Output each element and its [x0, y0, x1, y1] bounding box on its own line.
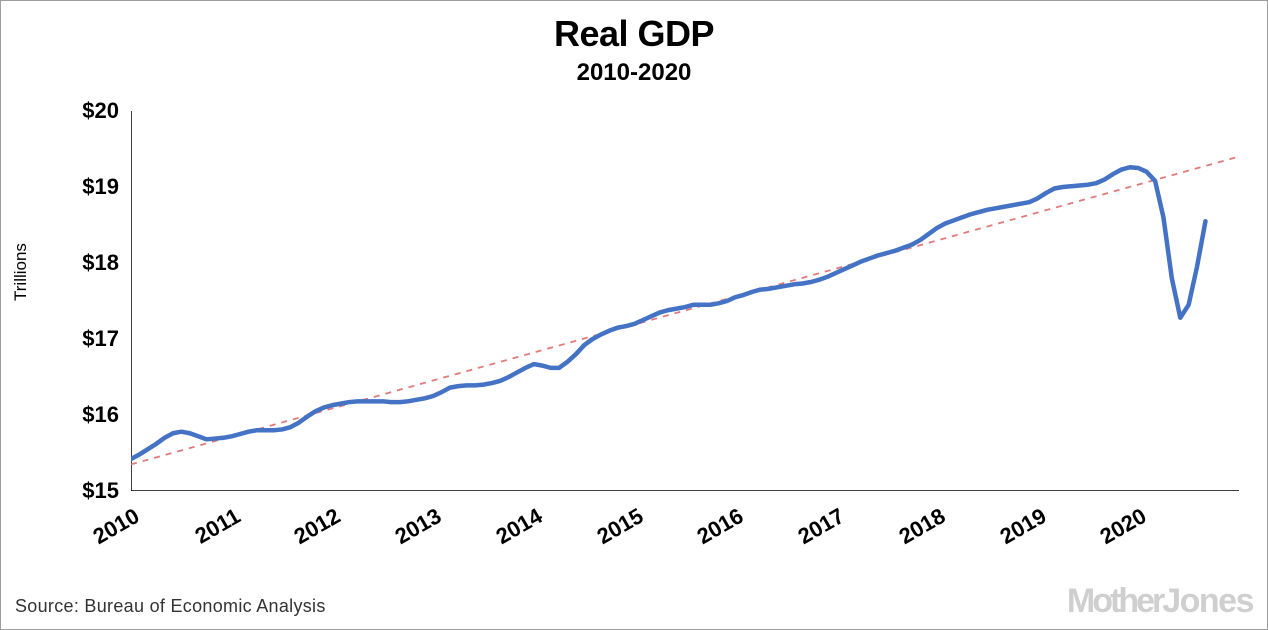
x-tick-label: 2018	[885, 503, 950, 556]
chart-title: Real GDP	[1, 13, 1267, 55]
x-tick-label: 2014	[482, 503, 547, 556]
x-tick-label: 2020	[1086, 503, 1151, 556]
y-tick-label: $20	[82, 98, 119, 124]
y-tick-label: $17	[82, 326, 119, 352]
y-tick-label: $15	[82, 478, 119, 504]
x-tick-label: 2016	[683, 503, 748, 556]
x-tick-label: 2019	[986, 503, 1051, 556]
x-tick-label: 2010	[79, 503, 144, 556]
branding-suffix: Jones	[1162, 582, 1253, 620]
chart-frame: Real GDP 2010-2020 Trillions Source: Bur…	[0, 0, 1268, 630]
y-axis-label: Trillions	[11, 243, 31, 301]
source-text: Source: Bureau of Economic Analysis	[15, 596, 326, 617]
plot-area	[131, 111, 1239, 491]
y-tick-label: $19	[82, 174, 119, 200]
chart-subtitle: 2010-2020	[1, 59, 1267, 87]
trend-line	[131, 157, 1239, 465]
branding-prefix: Mother	[1067, 582, 1162, 620]
branding-logo: MotherJones	[1067, 582, 1253, 621]
x-tick-label: 2012	[280, 503, 345, 556]
gdp-line	[131, 167, 1205, 459]
x-tick-label: 2011	[180, 503, 245, 556]
x-tick-label: 2015	[583, 503, 648, 556]
y-tick-label: $16	[82, 402, 119, 428]
x-tick-label: 2013	[381, 503, 446, 556]
y-tick-label: $18	[82, 250, 119, 276]
x-tick-label: 2017	[784, 503, 849, 556]
